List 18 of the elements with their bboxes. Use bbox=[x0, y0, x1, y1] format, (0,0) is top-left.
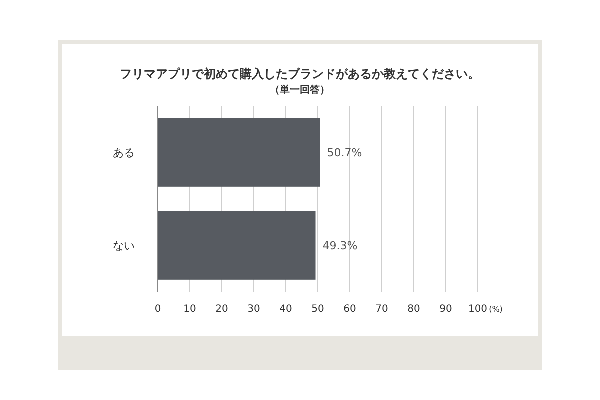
x-tick-label: 40 bbox=[280, 304, 292, 315]
x-tick-label: 10 bbox=[184, 304, 196, 315]
x-tick-label: 70 bbox=[376, 304, 388, 315]
x-tick-label: 20 bbox=[216, 304, 228, 315]
x-tick-label: 90 bbox=[440, 304, 452, 315]
y-tick-label: ある bbox=[113, 146, 135, 160]
chart-subtitle: （単一回答） bbox=[270, 84, 330, 96]
x-tick-label: 60 bbox=[344, 304, 356, 315]
x-axis-title: (%) bbox=[489, 305, 503, 314]
x-tick-label: 0 bbox=[154, 304, 162, 315]
x-tick-label: 80 bbox=[408, 304, 420, 315]
x-tick-label: 100 bbox=[468, 304, 488, 315]
y-tick-label: ない bbox=[113, 240, 135, 252]
chart-title: フリマアプリで初めて購入したブランドがあるか教えてください。 bbox=[120, 67, 480, 81]
x-tick-label: 30 bbox=[248, 304, 260, 315]
x-tick-label: 50 bbox=[312, 304, 324, 315]
data-label: 50.7% bbox=[327, 146, 362, 160]
data-label: 49.3% bbox=[322, 240, 358, 252]
